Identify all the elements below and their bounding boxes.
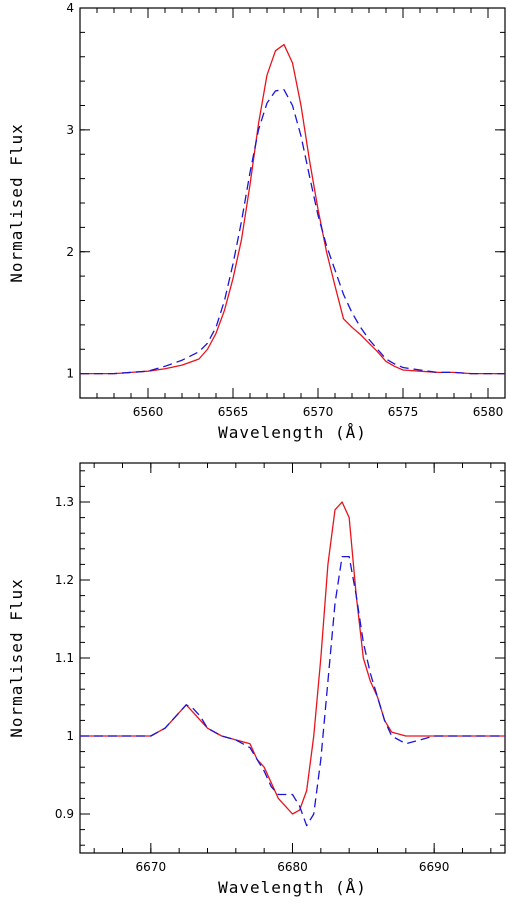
x-tick-label: 6565 xyxy=(218,405,249,419)
bottom-panel-heI-chart: 6670 6680 6690 0.9 1 1.1 1.2 1.3 Wavelength (Å) N… xyxy=(7,462,506,897)
x-axis-label: Wavelength (Å) xyxy=(218,878,367,897)
y-tick-label: 1.3 xyxy=(55,495,74,509)
top-panel-halpha-chart: 6560 6565 6570 6575 6580 1 2 3 4 Wavelength (Å) No… xyxy=(7,1,506,442)
x-tick-label: 6670 xyxy=(136,860,167,874)
y-tick-label: 0.9 xyxy=(55,807,74,821)
y-tick-label: 4 xyxy=(66,1,74,15)
y-axis-label: Normalised Flux xyxy=(7,123,26,283)
dashed-blue-series-line xyxy=(80,555,505,827)
y-tick-label: 1.2 xyxy=(55,573,74,587)
x-axis-label: Wavelength (Å) xyxy=(218,423,367,442)
solid-red-series-line xyxy=(80,43,505,375)
x-tick-label: 6575 xyxy=(388,405,419,419)
dashed-blue-series-line xyxy=(80,89,505,375)
x-tick-label: 6680 xyxy=(277,860,308,874)
x-tick-label: 6570 xyxy=(303,405,334,419)
y-tick-label: 2 xyxy=(66,245,74,259)
y-tick-label: 3 xyxy=(66,123,74,137)
y-tick-label: 1.1 xyxy=(55,651,74,665)
x-tick-label: 6690 xyxy=(419,860,450,874)
y-tick-label: 1 xyxy=(66,729,74,743)
y-tick-label: 1 xyxy=(66,367,74,381)
y-axis-label: Normalised Flux xyxy=(7,578,26,738)
x-tick-label: 6580 xyxy=(473,405,504,419)
x-tick-label: 6560 xyxy=(133,405,164,419)
